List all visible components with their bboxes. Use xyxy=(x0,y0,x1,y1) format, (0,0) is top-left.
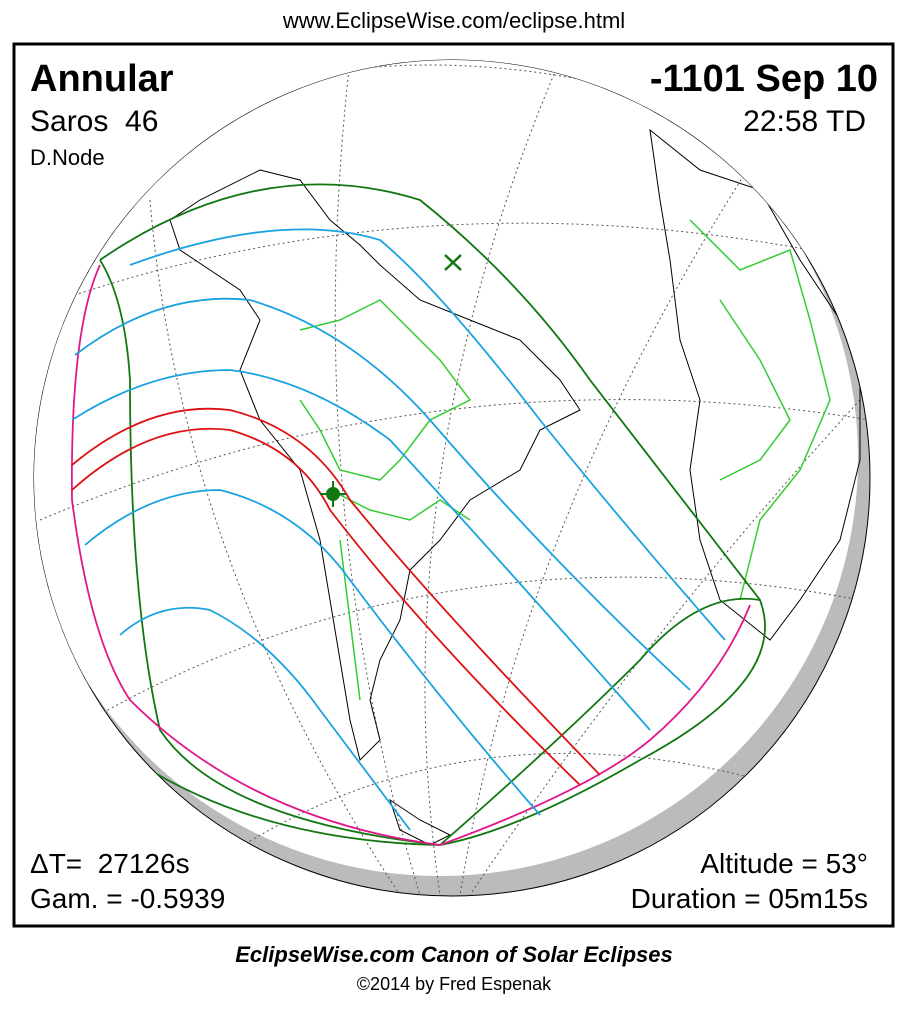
url: www.EclipseWise.com/eclipse.html xyxy=(282,8,625,33)
date: -1101 Sep 10 xyxy=(650,58,878,100)
globe-day xyxy=(34,60,858,876)
saros: Saros 46 xyxy=(30,105,158,138)
gamma: Gam. = -0.5939 xyxy=(30,883,225,914)
duration: Duration = 05m15s xyxy=(631,883,868,914)
eclipse-type: Annular xyxy=(30,58,174,100)
node: D.Node xyxy=(30,145,105,170)
eclipse-paths xyxy=(59,183,766,846)
globe xyxy=(33,59,871,897)
delta-t: ΔT= 27126s xyxy=(30,848,190,879)
greatest-eclipse-marker xyxy=(444,254,462,271)
footer-title: EclipseWise.com Canon of Solar Eclipses xyxy=(235,942,673,967)
time: 22:58 TD xyxy=(743,105,866,138)
altitude: Altitude = 53° xyxy=(700,848,868,879)
copyright: ©2014 by Fred Espenak xyxy=(357,974,552,994)
